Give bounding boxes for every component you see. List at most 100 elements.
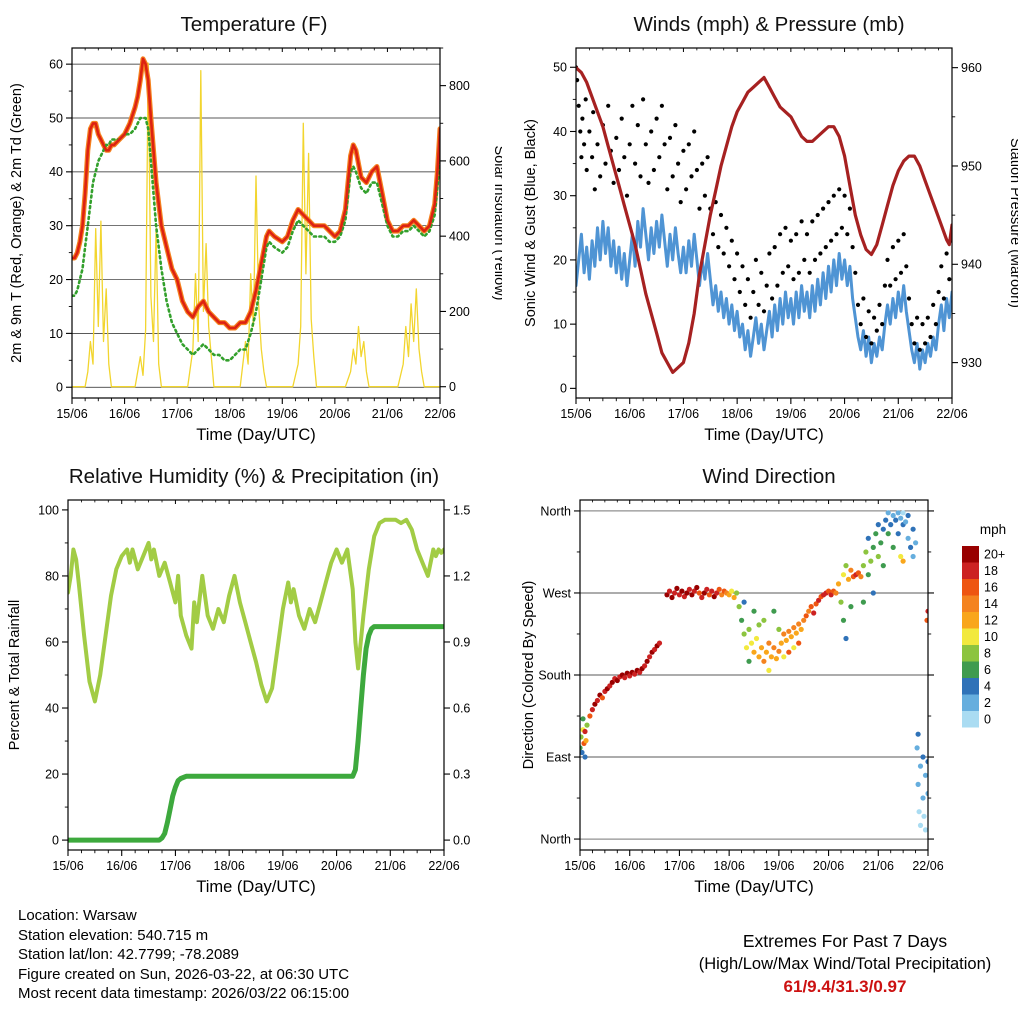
svg-text:Time (Day/UTC): Time (Day/UTC) bbox=[196, 426, 315, 444]
winds-pressure-panel: Winds (mph) & Pressure (mb) 15/06 16/06 17… bbox=[520, 10, 1023, 457]
wind-direction-plot: 15/06 16/06 17/06 18/06 19/06 20/06 21/06 22/06… bbox=[521, 499, 1006, 896]
svg-text:18: 18 bbox=[984, 564, 998, 578]
svg-text:17/06: 17/06 bbox=[664, 859, 695, 873]
svg-text:60: 60 bbox=[45, 635, 59, 649]
station-elevation: Station elevation: 540.715 m bbox=[18, 926, 209, 944]
svg-text:40: 40 bbox=[553, 125, 567, 139]
svg-text:18/06: 18/06 bbox=[214, 859, 245, 873]
svg-text:10: 10 bbox=[984, 630, 998, 644]
svg-text:18/06: 18/06 bbox=[714, 859, 745, 873]
svg-text:East: East bbox=[546, 750, 572, 764]
svg-text:1.5: 1.5 bbox=[453, 503, 470, 517]
svg-text:16/06: 16/06 bbox=[106, 859, 137, 873]
svg-text:40: 40 bbox=[45, 701, 59, 715]
svg-text:16: 16 bbox=[984, 581, 998, 595]
svg-text:20: 20 bbox=[45, 767, 59, 781]
humidity-precip-title: Relative Humidity (%) & Precipitation (i… bbox=[68, 465, 440, 488]
winds-pressure-plot: 15/06 16/06 17/06 18/06 19/06 20/06 21/06 22/06… bbox=[523, 47, 1023, 444]
svg-text:60: 60 bbox=[49, 58, 63, 72]
svg-text:22/06: 22/06 bbox=[424, 407, 455, 421]
svg-text:19/06: 19/06 bbox=[267, 859, 298, 873]
svg-text:20/06: 20/06 bbox=[319, 407, 350, 421]
svg-text:0.9: 0.9 bbox=[453, 635, 470, 649]
humidity-precip-panel: Relative Humidity (%) & Precipitation (i… bbox=[4, 462, 504, 909]
svg-text:15/06: 15/06 bbox=[52, 859, 83, 873]
svg-text:22/06: 22/06 bbox=[912, 859, 943, 873]
svg-text:10: 10 bbox=[49, 327, 63, 341]
svg-text:20+: 20+ bbox=[984, 548, 1005, 562]
svg-text:600: 600 bbox=[449, 154, 470, 168]
svg-text:960: 960 bbox=[961, 61, 982, 75]
svg-text:Sonic Wind & Gust (Blue, Black: Sonic Wind & Gust (Blue, Black) bbox=[523, 119, 539, 327]
wind-direction-title: Wind Direction bbox=[702, 465, 836, 488]
svg-text:0: 0 bbox=[56, 381, 63, 395]
svg-text:Station Pressure (Maroon): Station Pressure (Maroon) bbox=[1007, 138, 1018, 308]
svg-text:17/06: 17/06 bbox=[162, 407, 193, 421]
svg-text:Time (Day/UTC): Time (Day/UTC) bbox=[196, 878, 315, 896]
svg-text:30: 30 bbox=[553, 189, 567, 203]
svg-text:8: 8 bbox=[984, 647, 991, 661]
extremes-subheading: (High/Low/Max Wind/Total Precipitation) bbox=[698, 955, 992, 973]
svg-text:15/06: 15/06 bbox=[564, 859, 595, 873]
svg-text:21/06: 21/06 bbox=[375, 859, 406, 873]
svg-text:21/06: 21/06 bbox=[372, 407, 403, 421]
svg-text:21/06: 21/06 bbox=[863, 859, 894, 873]
svg-text:0: 0 bbox=[52, 833, 59, 847]
svg-text:0: 0 bbox=[984, 713, 991, 727]
winds-pressure-title: Winds (mph) & Pressure (mb) bbox=[633, 13, 905, 36]
svg-text:12: 12 bbox=[984, 614, 998, 628]
svg-text:200: 200 bbox=[449, 305, 470, 319]
station-latlon: Station lat/lon: 42.7799; -78.2089 bbox=[18, 946, 240, 963]
svg-text:North: North bbox=[540, 504, 571, 518]
svg-text:22/06: 22/06 bbox=[428, 859, 459, 873]
svg-text:South: South bbox=[538, 668, 571, 682]
svg-text:15/06: 15/06 bbox=[560, 407, 591, 421]
svg-text:Time (Day/UTC): Time (Day/UTC) bbox=[704, 426, 823, 444]
svg-text:Direction (Colored By Speed): Direction (Colored By Speed) bbox=[521, 581, 537, 770]
svg-text:2m & 9m T (Red, Orange) & 2m T: 2m & 9m T (Red, Orange) & 2m Td (Green) bbox=[9, 83, 25, 363]
svg-text:19/06: 19/06 bbox=[775, 407, 806, 421]
svg-text:20: 20 bbox=[553, 253, 567, 267]
svg-text:1.2: 1.2 bbox=[453, 569, 470, 583]
svg-text:mph: mph bbox=[980, 522, 1006, 537]
svg-text:20/06: 20/06 bbox=[829, 407, 860, 421]
humidity-precip-plot: 15/06 16/06 17/06 18/06 19/06 20/06 21/06 22/06… bbox=[7, 499, 470, 896]
svg-text:30: 30 bbox=[49, 219, 63, 233]
svg-text:50: 50 bbox=[553, 61, 567, 75]
svg-text:0: 0 bbox=[560, 382, 567, 396]
svg-text:930: 930 bbox=[961, 356, 982, 370]
svg-text:20/06: 20/06 bbox=[813, 859, 844, 873]
svg-text:15/06: 15/06 bbox=[56, 407, 87, 421]
svg-text:22/06: 22/06 bbox=[936, 407, 967, 421]
svg-text:950: 950 bbox=[961, 159, 982, 173]
svg-text:West: West bbox=[543, 586, 572, 600]
wind-direction-panel: Wind Direction 15/06 16/06 17/06 18/06 19/06… bbox=[518, 462, 1020, 909]
svg-text:Time (Day/UTC): Time (Day/UTC) bbox=[694, 878, 813, 896]
temperature-plot: 15/06 16/06 17/06 18/06 19/06 20/06 21/06 22/06… bbox=[9, 47, 507, 444]
temperature-panel: Temperature (F) 15/06 16/06 17/06 18/06 19/0… bbox=[6, 10, 507, 457]
svg-text:16/06: 16/06 bbox=[614, 859, 645, 873]
svg-text:940: 940 bbox=[961, 258, 982, 272]
svg-text:0.0: 0.0 bbox=[453, 833, 470, 847]
svg-text:50: 50 bbox=[49, 111, 63, 125]
svg-text:80: 80 bbox=[45, 569, 59, 583]
svg-text:0.3: 0.3 bbox=[453, 767, 470, 781]
svg-text:10: 10 bbox=[553, 318, 567, 332]
svg-text:Solar Insolation (Yellow): Solar Insolation (Yellow) bbox=[491, 145, 502, 300]
svg-text:6: 6 bbox=[984, 663, 991, 677]
svg-text:17/06: 17/06 bbox=[668, 407, 699, 421]
svg-text:North: North bbox=[540, 832, 571, 846]
extremes-block: Extremes For Past 7 Days (High/Low/Max W… bbox=[645, 930, 1024, 998]
svg-text:40: 40 bbox=[49, 165, 63, 179]
extremes-values: 61/9.4/31.3/0.97 bbox=[783, 977, 907, 996]
svg-text:400: 400 bbox=[449, 230, 470, 244]
svg-text:4: 4 bbox=[984, 680, 991, 694]
svg-text:2: 2 bbox=[984, 696, 991, 710]
data-timestamp: Most recent data timestamp: 2026/03/22 0… bbox=[18, 985, 350, 1002]
svg-text:21/06: 21/06 bbox=[883, 407, 914, 421]
extremes-heading: Extremes For Past 7 Days bbox=[742, 931, 948, 951]
svg-text:Percent & Total Rainfall: Percent & Total Rainfall bbox=[7, 600, 23, 750]
svg-text:20/06: 20/06 bbox=[321, 859, 352, 873]
station-info: Location: Warsaw Station elevation: 540.… bbox=[18, 906, 349, 1004]
svg-text:0: 0 bbox=[449, 380, 456, 394]
